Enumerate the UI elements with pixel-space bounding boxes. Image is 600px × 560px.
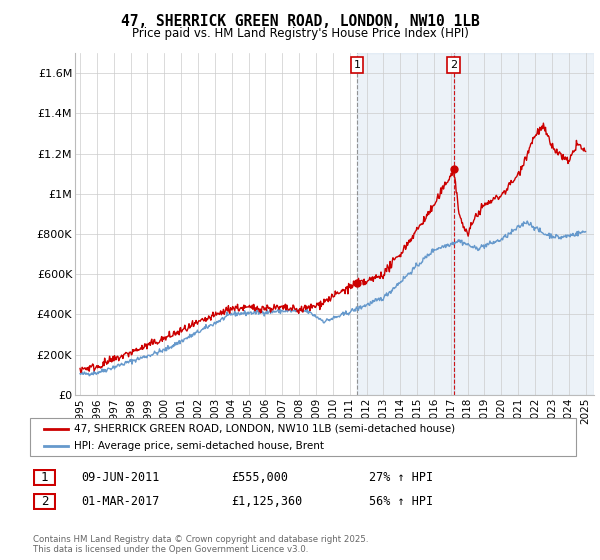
Text: £555,000: £555,000 [231,470,288,484]
Text: 56% ↑ HPI: 56% ↑ HPI [369,494,433,508]
Text: 1: 1 [353,60,361,70]
FancyBboxPatch shape [34,494,55,508]
Text: 1: 1 [41,470,48,484]
Text: 27% ↑ HPI: 27% ↑ HPI [369,470,433,484]
FancyBboxPatch shape [30,418,576,456]
Text: 2: 2 [450,60,457,70]
Text: 01-MAR-2017: 01-MAR-2017 [81,494,160,508]
FancyBboxPatch shape [34,469,55,484]
Text: £1,125,360: £1,125,360 [231,494,302,508]
Bar [357,53,454,395]
Text: HPI: Average price, semi-detached house, Brent: HPI: Average price, semi-detached house,… [74,441,323,451]
Bar [454,53,594,395]
Text: Price paid vs. HM Land Registry's House Price Index (HPI): Price paid vs. HM Land Registry's House … [131,27,469,40]
Text: 09-JUN-2011: 09-JUN-2011 [81,470,160,484]
Text: 2: 2 [41,494,48,508]
Text: Contains HM Land Registry data © Crown copyright and database right 2025.
This d: Contains HM Land Registry data © Crown c… [33,535,368,554]
Text: 47, SHERRICK GREEN ROAD, LONDON, NW10 1LB (semi-detached house): 47, SHERRICK GREEN ROAD, LONDON, NW10 1L… [74,423,455,433]
Text: 47, SHERRICK GREEN ROAD, LONDON, NW10 1LB: 47, SHERRICK GREEN ROAD, LONDON, NW10 1L… [121,14,479,29]
